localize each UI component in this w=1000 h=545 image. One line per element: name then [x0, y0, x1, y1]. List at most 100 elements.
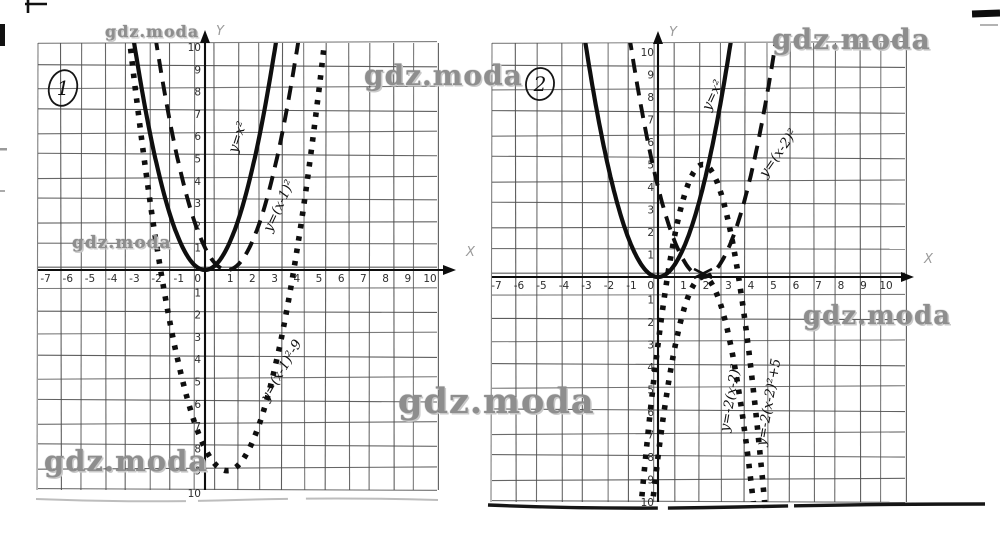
gridline-h: [37, 64, 438, 68]
x-tick: 2: [249, 273, 256, 285]
x-tick: -7: [40, 273, 50, 285]
watermark-text: gdz.moda: [803, 301, 952, 331]
y-axis-label: Y: [216, 24, 225, 39]
y-tick: 5: [647, 160, 654, 172]
y-tick: 5: [194, 154, 201, 166]
exercise-badge-circle: [47, 69, 79, 107]
y-axis-arrow-icon: [200, 30, 210, 43]
x-tick: 6: [793, 280, 800, 292]
y-tick: 1: [194, 287, 201, 299]
x-tick: 5: [316, 273, 323, 285]
x-tick: 9: [404, 273, 411, 285]
x-tick: -4: [107, 273, 118, 285]
x-tick: 1: [227, 273, 234, 285]
watermark-text: gdz.moda: [364, 59, 523, 92]
gridline-v: [59, 42, 62, 491]
gridline-h: [491, 500, 906, 503]
gridline-h: [491, 133, 906, 137]
gridline-h: [37, 354, 438, 358]
x-axis-label: X: [923, 252, 934, 267]
gridline-h: [491, 41, 906, 44]
x-tick: 2: [703, 280, 710, 292]
tick-labels: -7 -6 -5 -4 -3 -2 -1 1 2 3 4 5 6 7 8 9 10 0 1 2 3 4 5 6 7 8 9 10 1 2 3…: [491, 47, 892, 509]
x-axis-arrow-icon: [443, 265, 456, 275]
gridline-h: [491, 431, 906, 436]
curve-equation-label: y=x²: [225, 119, 250, 155]
watermark-text: gdz.moda: [398, 381, 595, 422]
x-tick: 3: [725, 280, 732, 292]
curves: [127, 43, 328, 474]
gridline-h: [491, 454, 906, 458]
gridline-h: [37, 421, 438, 425]
x-tick: 5: [770, 280, 777, 292]
x-tick: 8: [838, 280, 845, 292]
gridline-v: [368, 42, 371, 491]
curve-y=(x-1)2-9: [127, 43, 328, 474]
scan-artifacts: [0, 0, 1000, 510]
scan-edge-dash: [0, 148, 7, 151]
x-tick: 10: [423, 273, 436, 285]
scan-shadow-line-left: [35, 497, 439, 503]
x-tick: -4: [559, 280, 570, 292]
gridline-h: [491, 86, 906, 91]
y-tick: 2: [194, 310, 201, 322]
y-tick: 1: [647, 295, 654, 307]
gridline-v: [673, 42, 676, 503]
gridline-v: [280, 42, 284, 491]
gridline-v: [834, 42, 837, 503]
x-tick: 3: [271, 273, 278, 285]
curve-y=x2: [583, 43, 733, 280]
gridline-v: [788, 42, 791, 503]
gridline-h: [491, 293, 906, 296]
y-tick: 6: [194, 399, 201, 411]
y-tick: 9: [647, 70, 654, 82]
gridline-h: [491, 226, 906, 229]
gridline-h: [37, 152, 438, 157]
vertex-x-mark: [693, 267, 713, 280]
x-tick: -1: [626, 280, 636, 292]
watermark-text: gdz.moda: [105, 22, 200, 41]
gridline-h: [37, 287, 438, 290]
curves: [583, 43, 778, 502]
x-tick: -5: [536, 280, 546, 292]
y-tick: 8: [647, 92, 654, 104]
gridline-v: [258, 42, 261, 491]
axes: YX: [38, 24, 476, 490]
x-tick: -2: [151, 273, 161, 285]
gridline-v: [743, 42, 746, 503]
gridline-h: [37, 175, 438, 180]
y-tick: 4: [647, 362, 654, 374]
gridline-h: [37, 108, 438, 113]
gridline-h: [37, 488, 438, 491]
y-tick: 10: [641, 47, 654, 59]
gridline-h: [37, 130, 438, 135]
y-tick: 10: [641, 497, 654, 509]
x-axis-label: X: [465, 245, 476, 260]
x-tick: -2: [604, 280, 614, 292]
gridline-h: [491, 64, 906, 68]
y-tick: 9: [647, 475, 654, 487]
x-tick: -6: [514, 280, 525, 292]
y-tick: 1: [194, 243, 201, 255]
gridline-h: [491, 317, 906, 321]
y-tick: 5: [647, 385, 654, 397]
y-tick: 8: [194, 87, 201, 99]
x-tick: 7: [360, 273, 367, 285]
gridline-h: [37, 41, 438, 44]
graph-panel-2: Y X -7 -6 -5 -4 -3 -2 -1 1 2 3 4 5 6 7 8 9 10 0 1 2 3 4 5 6 7 8 9 10 1…: [490, 25, 934, 509]
x-axis-arrow-icon: [901, 272, 914, 282]
gridline-v: [324, 42, 327, 491]
y-tick: 7: [194, 109, 201, 121]
gridline-h: [37, 398, 438, 403]
origin-tick: 0: [647, 280, 654, 292]
y-tick: 3: [194, 332, 201, 344]
grid: [490, 41, 907, 503]
exercise-badge-circle: [525, 67, 555, 101]
gridline-v: [490, 42, 493, 503]
watermark-text: gdz.moda: [72, 233, 172, 253]
x-tick: -1: [174, 273, 184, 285]
gridline-v: [535, 42, 538, 503]
y-tick: 7: [194, 421, 201, 433]
gridline-h: [491, 385, 906, 389]
